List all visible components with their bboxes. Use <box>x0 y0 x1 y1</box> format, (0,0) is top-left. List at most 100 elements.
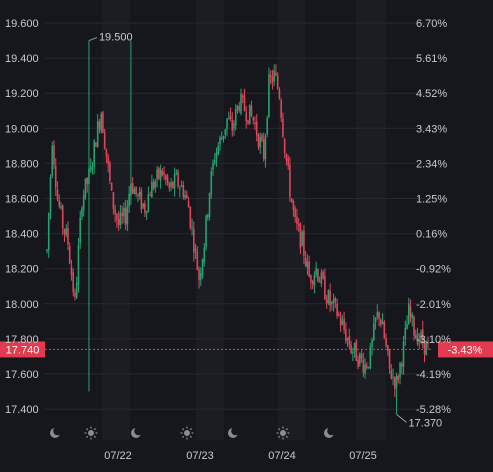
candle-body <box>345 329 347 342</box>
y-tick-label-right: 2.34% <box>416 158 447 170</box>
sun-ray <box>277 427 281 431</box>
y-tick-label: 18.800 <box>5 158 39 170</box>
candle-body <box>213 159 216 163</box>
candle-body <box>383 322 386 339</box>
candle-body <box>149 194 151 196</box>
candle-body <box>359 353 361 365</box>
y-tick-label-right: -5.28% <box>416 404 451 416</box>
candle-body <box>269 75 272 78</box>
candle-body <box>201 259 204 276</box>
candle-body <box>145 211 148 214</box>
candle-body <box>371 340 373 347</box>
candle-body <box>119 212 122 226</box>
candle-body <box>105 148 108 157</box>
candle-body <box>414 335 417 339</box>
sun-ray <box>93 427 97 431</box>
candle-body <box>385 338 387 347</box>
candle-body <box>152 181 155 189</box>
candle-body <box>227 118 230 120</box>
candle-body <box>91 167 94 169</box>
candle-body <box>189 206 192 228</box>
candle-body <box>334 298 337 302</box>
candle-body <box>121 212 123 217</box>
candle-body <box>280 100 282 118</box>
candle-body <box>250 106 253 116</box>
candle-body <box>175 173 178 175</box>
candle-body <box>297 224 300 226</box>
candle-body <box>406 324 408 330</box>
moon-cutout <box>327 426 336 436</box>
candle-body <box>224 129 227 135</box>
candle-body <box>289 164 291 198</box>
candle-body <box>264 136 267 160</box>
y-tick-label: 19.200 <box>5 88 39 100</box>
candle-body <box>350 344 352 353</box>
candle-body <box>387 345 389 351</box>
candle-body <box>110 183 113 191</box>
sun-disc <box>184 430 190 436</box>
candle-body <box>346 338 349 341</box>
candle-body <box>219 137 221 145</box>
candle-body <box>376 312 379 317</box>
candle-body <box>89 165 92 171</box>
candle-body <box>166 176 169 184</box>
candle-body <box>352 351 354 353</box>
candle-body <box>46 249 48 252</box>
candle-body <box>248 104 251 125</box>
high-marker-leader <box>88 37 98 42</box>
candle-body <box>243 96 246 111</box>
candle-body <box>366 365 368 368</box>
y-tick-label-right: -4.19% <box>416 369 451 381</box>
candle-body <box>60 205 62 208</box>
candle-body <box>187 200 190 208</box>
candle-body <box>257 134 260 148</box>
candle-body <box>329 290 331 306</box>
candle-body <box>114 209 116 215</box>
candle-body <box>130 183 132 197</box>
x-tick-label: 07/22 <box>104 450 132 462</box>
candle-body <box>276 75 279 89</box>
candle-body <box>131 182 134 193</box>
candle-body <box>193 228 195 253</box>
candle-body <box>217 145 220 154</box>
candle-body <box>287 158 289 166</box>
candle-body <box>222 135 225 139</box>
moon-cutout <box>231 426 240 436</box>
candle-body <box>109 163 111 181</box>
sun-ray <box>189 435 193 439</box>
sun-icon <box>180 426 194 440</box>
candle-body <box>409 306 412 317</box>
candle-body <box>72 272 75 293</box>
sun-icon <box>276 426 290 440</box>
candle-body <box>373 322 375 341</box>
candle-body <box>168 182 171 189</box>
moon-icon <box>131 426 143 438</box>
candle-body <box>98 121 101 129</box>
candle-body <box>84 178 87 197</box>
candle-body <box>247 120 249 124</box>
candle-body <box>77 245 80 285</box>
sun-ray <box>189 427 193 431</box>
candle-body <box>54 166 57 188</box>
sun-ray <box>181 427 185 431</box>
candle-body <box>74 292 76 297</box>
candle-body <box>325 299 328 304</box>
candle-body <box>156 169 158 180</box>
candle-body <box>411 314 414 319</box>
sun-ray <box>285 435 289 439</box>
candle-body <box>172 181 174 188</box>
moon-cutout <box>53 426 62 436</box>
candle-body <box>322 271 324 279</box>
y-tick-label: 19.000 <box>5 123 39 135</box>
candle-body <box>357 359 359 367</box>
candle-body <box>327 290 330 304</box>
candle-body <box>212 162 214 170</box>
moon-icon <box>324 426 336 438</box>
candle-body <box>194 248 197 252</box>
low-marker-leader <box>396 413 407 423</box>
candle-body <box>296 216 298 224</box>
candle-body <box>142 203 144 208</box>
candle-body <box>381 321 384 325</box>
